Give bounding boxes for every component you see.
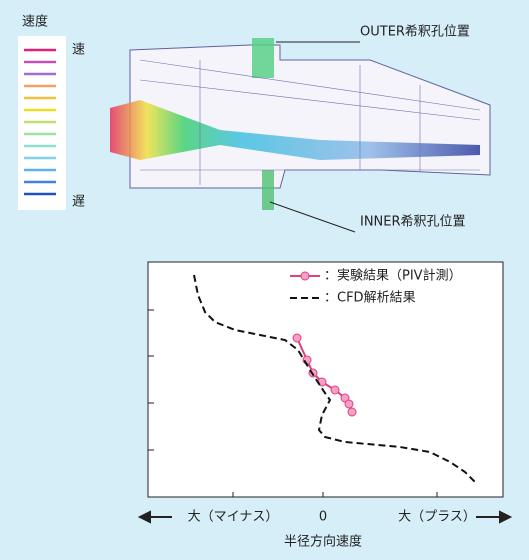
data-point: [345, 400, 353, 408]
data-point: [348, 408, 356, 416]
x-tick-label: 大（マイナス）: [188, 510, 279, 525]
x-tick-label: 大（プラス）: [398, 510, 476, 525]
data-point: [293, 334, 301, 342]
inner-leader: [270, 202, 355, 232]
x-axis-label: 半径方向速度: [284, 534, 362, 550]
data-point: [303, 356, 311, 364]
legend-label: ：CFD解析結果: [324, 291, 416, 306]
inner-label: INNER希釈孔位置: [360, 215, 466, 230]
legend-label: ：実験結果（PIV計測）: [324, 268, 462, 284]
cfd-image: [110, 38, 490, 210]
outer-label: OUTER希釈孔位置: [360, 25, 470, 40]
data-point: [331, 386, 339, 394]
x-tick-label: 0: [319, 510, 327, 525]
legend-marker: [301, 272, 309, 280]
speed-legend-title: 速度: [22, 14, 48, 30]
fast-label: 速: [72, 43, 85, 58]
figure: 速度 速 遅 OUTER希釈孔位置 INNER希釈孔位置 半径方向速度 大（マイ…: [0, 0, 529, 560]
slow-label: 遅: [72, 195, 85, 210]
